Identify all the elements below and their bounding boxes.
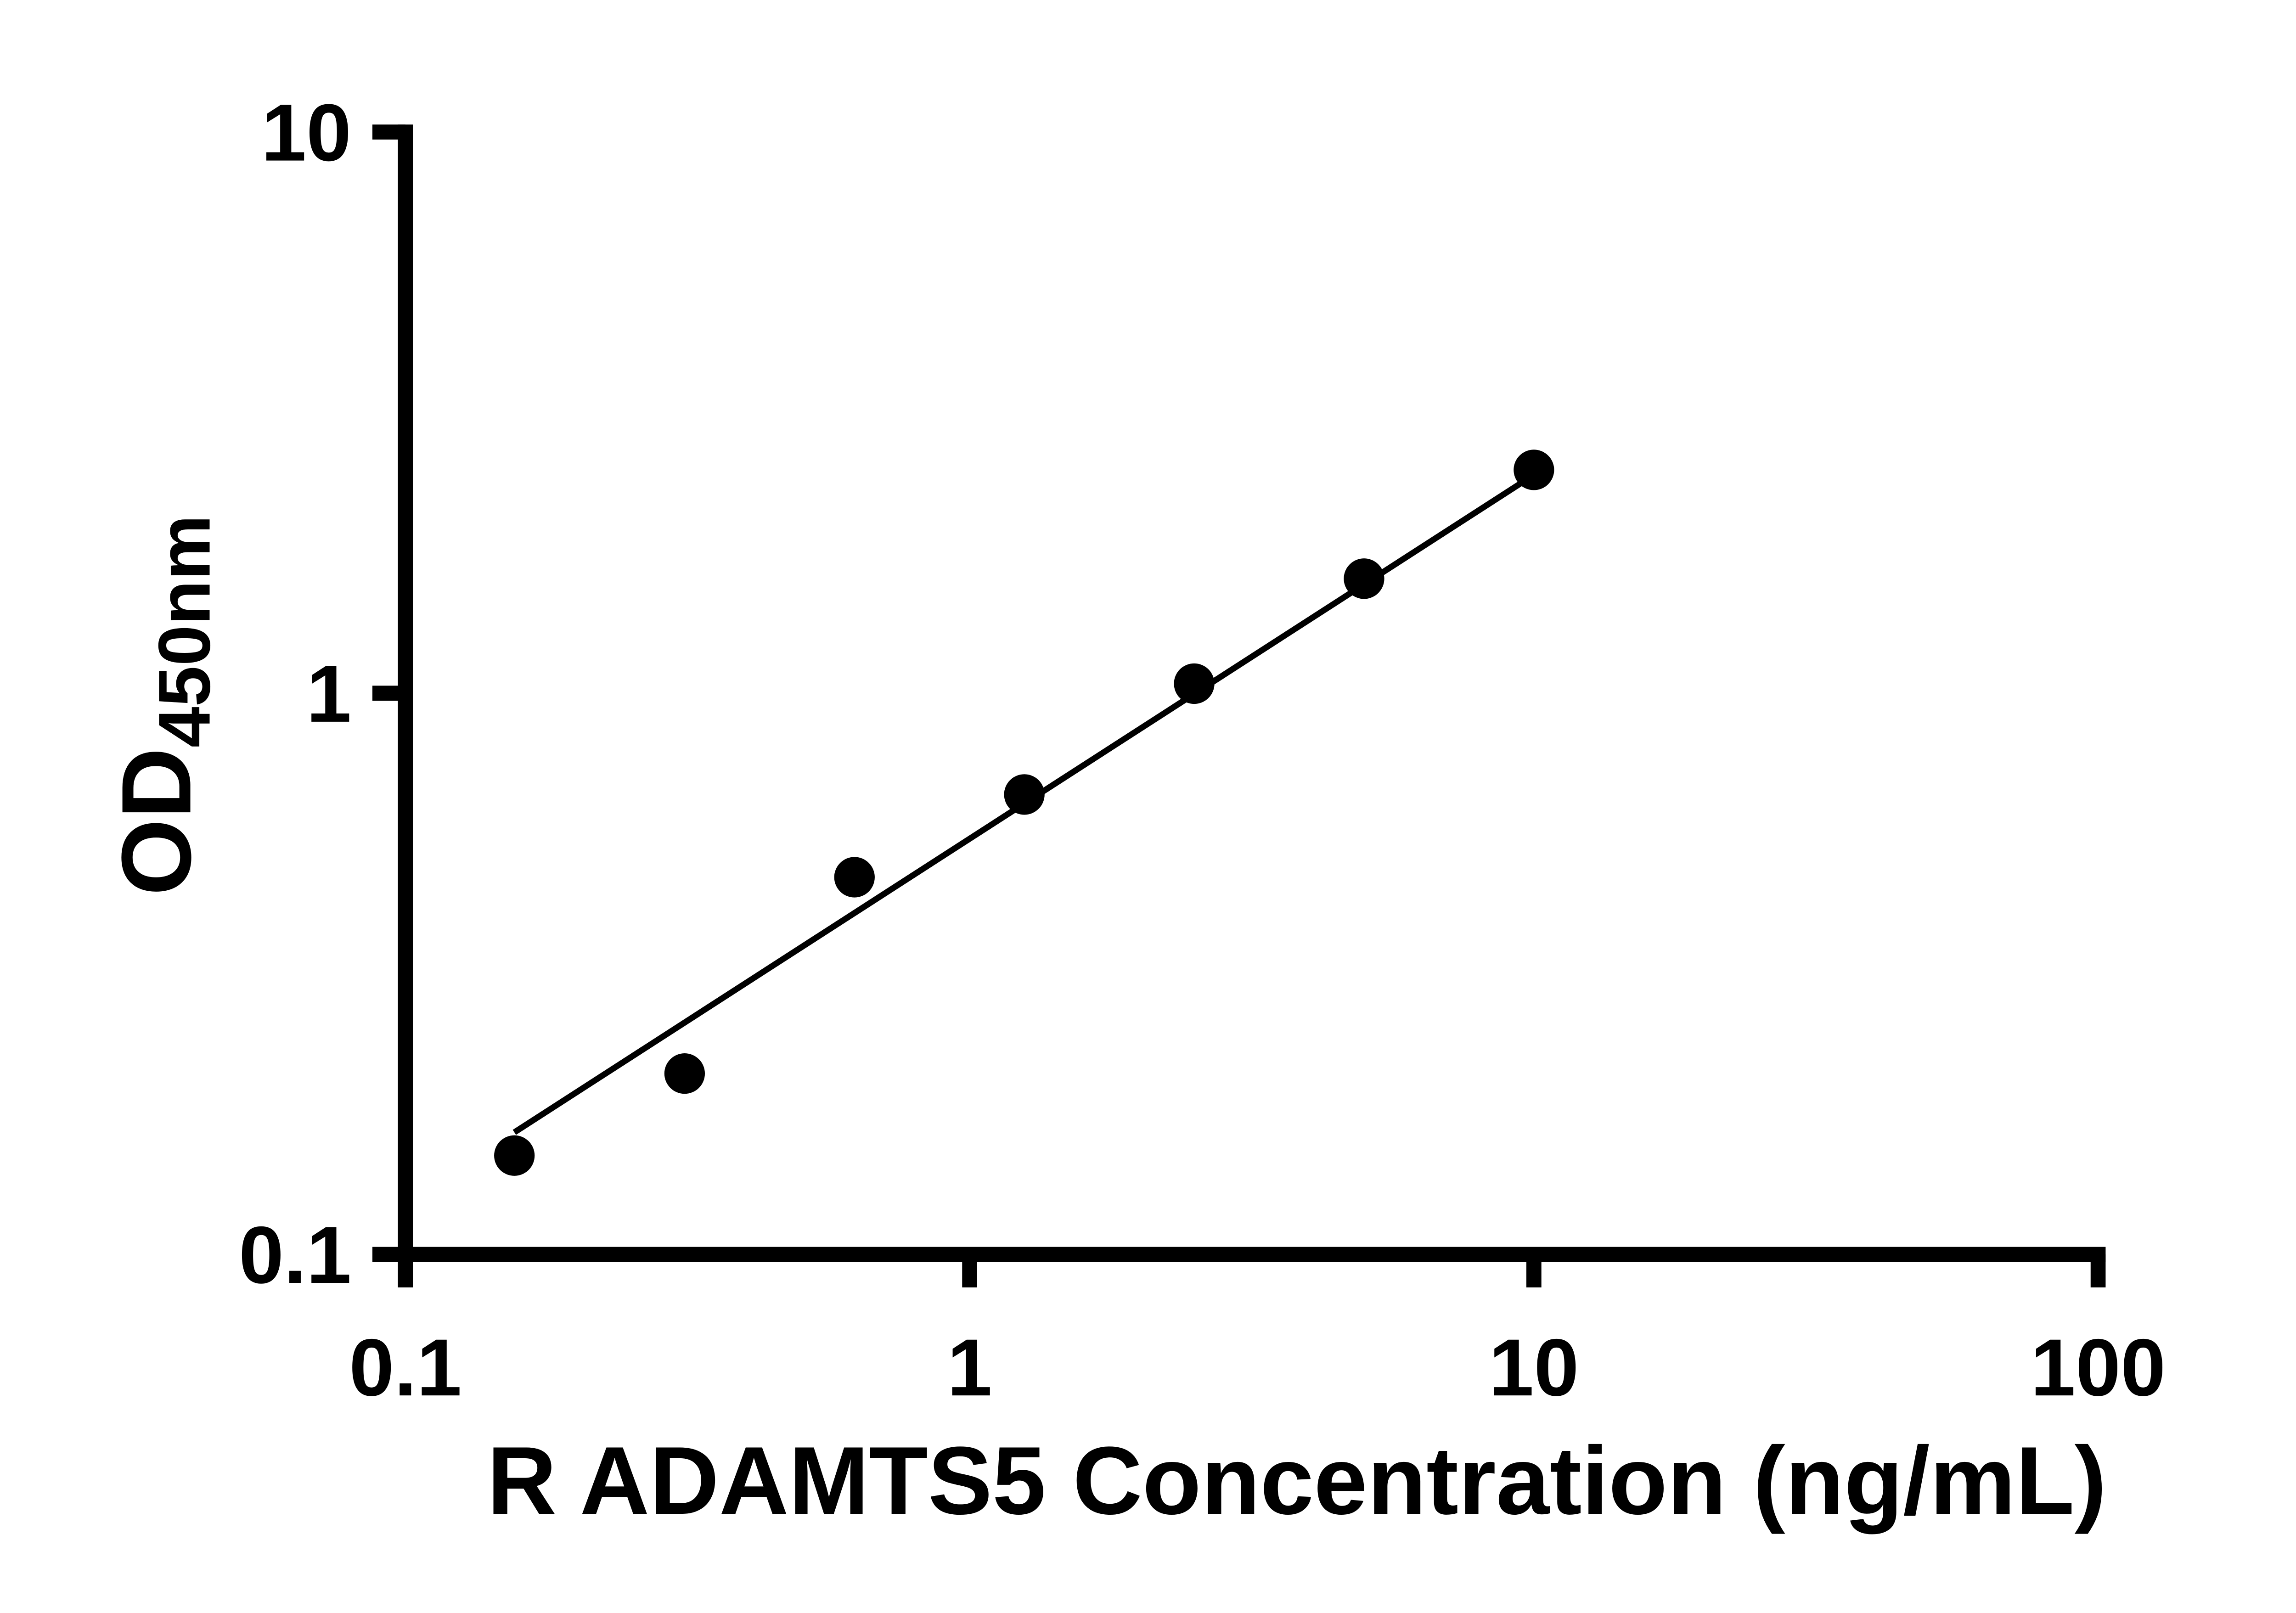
x-tick-label: 0.1	[349, 1322, 461, 1413]
data-point	[1344, 558, 1384, 599]
y-axis-title-subscript: 450nm	[143, 515, 225, 748]
data-point	[494, 1135, 535, 1176]
x-axis-title: R ADAMTS5 Concentration (ng/mL)	[487, 1427, 2107, 1534]
data-point	[1004, 774, 1045, 815]
data-point	[834, 857, 875, 898]
data-point	[1174, 663, 1215, 704]
x-tick-label: 10	[1489, 1322, 1579, 1413]
x-tick-label: 100	[2031, 1322, 2166, 1413]
y-tick-label: 1	[306, 649, 351, 739]
x-tick-label: 1	[947, 1322, 992, 1413]
y-axis-title: OD450nm	[101, 515, 225, 895]
y-tick-label: 0.1	[239, 1210, 351, 1300]
y-axis-title-main: OD	[101, 747, 212, 896]
data-point	[664, 1053, 705, 1094]
data-point	[1514, 450, 1554, 490]
y-tick-label: 10	[261, 88, 351, 178]
